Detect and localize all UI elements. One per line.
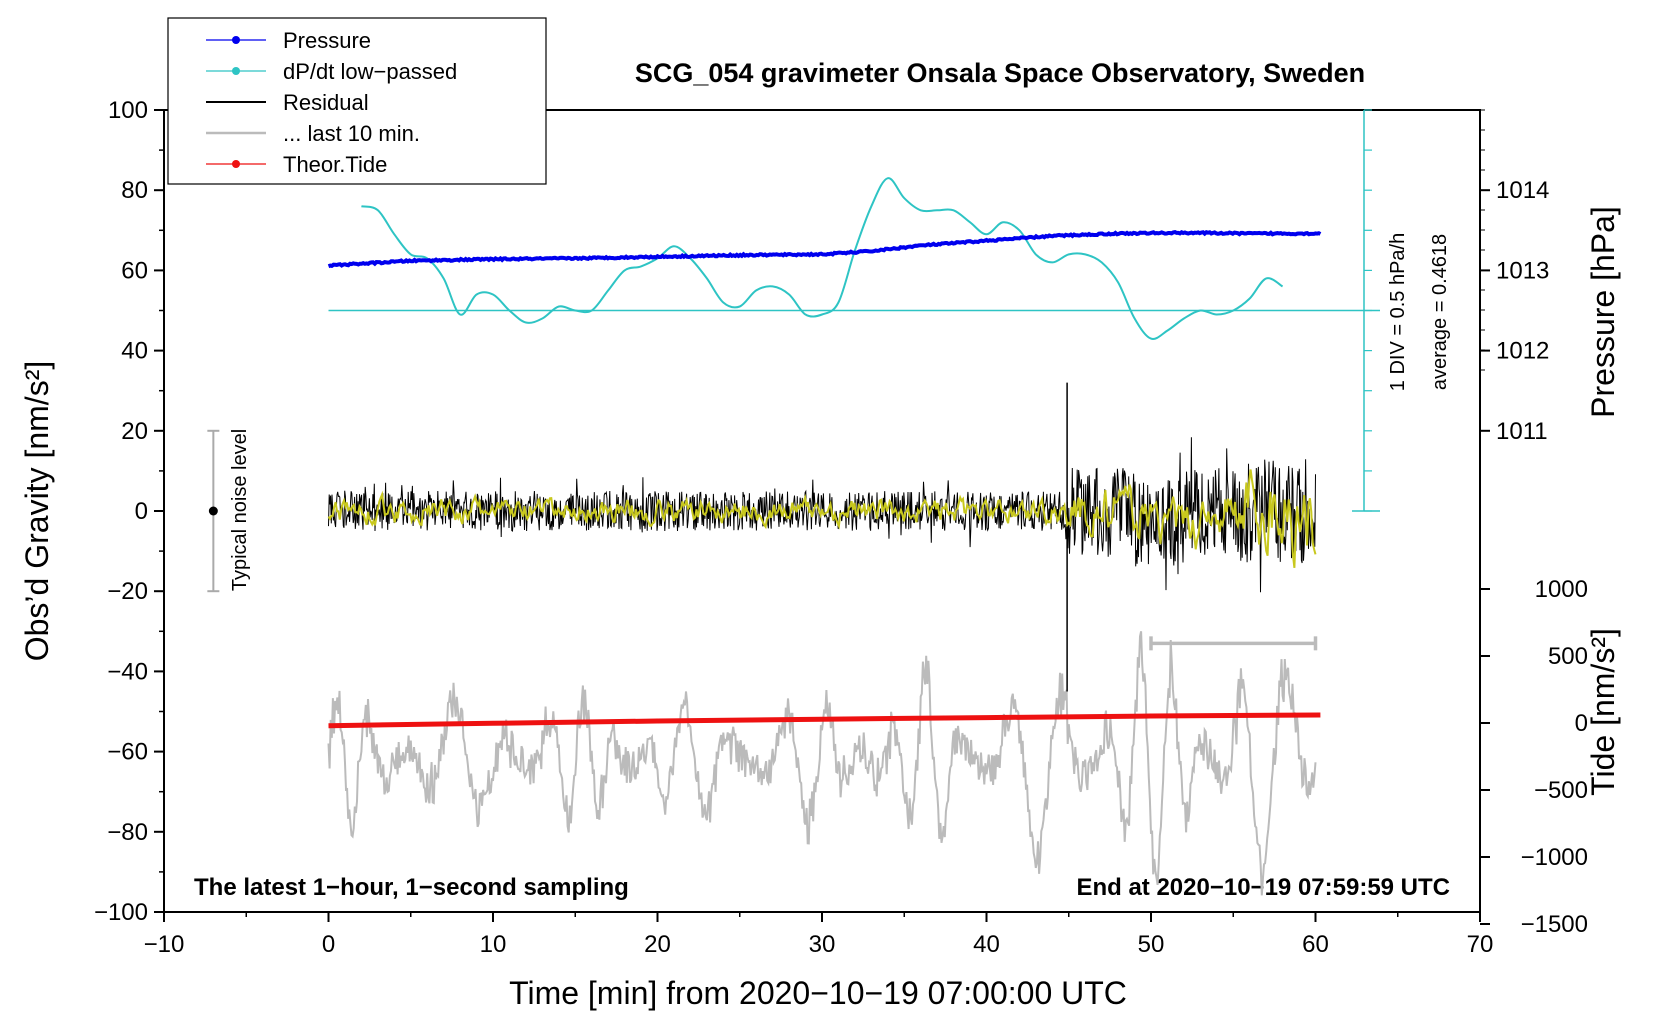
tide-tick-label-0: 1000	[1535, 576, 1588, 603]
x-tick-label-8: 70	[1467, 931, 1494, 958]
legend-label-last10: ... last 10 min.	[283, 121, 420, 146]
legend-label-residual: Residual	[283, 90, 369, 115]
pressure-tick-label-1: 1013	[1496, 257, 1549, 284]
x-tick-label-2: 10	[480, 931, 507, 958]
x-tick-label-1: 0	[322, 931, 335, 958]
x-tick-label-4: 30	[809, 931, 836, 958]
series-layer	[327, 177, 1322, 896]
pressure-tick-label-2: 1012	[1496, 338, 1549, 365]
legend-marker-pressure	[232, 36, 240, 44]
legend: Pressure dP/dt low−passed Residual ... l…	[167, 17, 547, 185]
y-tick-label-0: 100	[108, 97, 148, 124]
average-label: average = 0.4618	[1429, 234, 1451, 390]
chart-title: SCG_054 gravimeter Onsala Space Observat…	[635, 58, 1365, 88]
y-tick-label-7: −40	[107, 658, 148, 685]
pressure-tick-label-3: 1011	[1496, 418, 1548, 445]
y-tick-label-4: 20	[121, 418, 148, 445]
y-tick-label-5: 0	[135, 498, 148, 525]
extra-marks	[207, 109, 1380, 651]
x-tick-label-7: 60	[1302, 931, 1329, 958]
note-bottom-left: The latest 1−hour, 1−second sampling	[194, 874, 629, 901]
y-axis-title-pressure: Pressure [hPa]	[1585, 206, 1621, 418]
noise-center-dot	[208, 506, 218, 516]
legend-label-pressure: Pressure	[283, 28, 371, 53]
y-axis-title-tide: Tide [nm/s²]	[1585, 628, 1621, 796]
y-tick-label-9: −80	[107, 819, 148, 846]
x-tick-label-3: 20	[644, 931, 671, 958]
y-tick-label-1: 80	[121, 177, 148, 204]
tide-tick-label-5: −1500	[1521, 911, 1588, 938]
x-tick-label-6: 50	[1138, 931, 1165, 958]
series-dpdt-line	[361, 177, 1284, 340]
pressure-tick-label-0: 1014	[1496, 177, 1549, 204]
y-tick-label-2: 60	[121, 257, 148, 284]
tide-tick-label-3: −500	[1534, 777, 1588, 804]
div-label: 1 DIV = 0.5 hPa/h	[1387, 233, 1409, 391]
noise-level-label: Typical noise level	[229, 429, 251, 591]
legend-label-dpdt: dP/dt low−passed	[283, 59, 457, 84]
series-tide-line	[328, 712, 1321, 729]
x-tick-label-0: −10	[144, 931, 185, 958]
y-tick-label-6: −20	[107, 578, 148, 605]
x-axis-title: Time [min] from 2020−10−19 07:00:00 UTC	[509, 975, 1127, 1011]
y-tick-label-8: −60	[107, 739, 148, 766]
series-residual-smoothed-line	[327, 469, 1317, 569]
tide-tick-label-2: 0	[1575, 710, 1588, 737]
tide-tick-label-4: −1000	[1521, 844, 1588, 871]
tide-tick-label-1: 500	[1548, 643, 1588, 670]
legend-marker-tide	[232, 160, 240, 168]
y-axis-title-left: Obs’d Gravity [nm/s²]	[19, 361, 55, 662]
legend-label-tide: Theor.Tide	[283, 152, 387, 177]
axis-ticks: −10 0 10 20 30 40 50 60 70100806040200−20−40−60−…	[94, 97, 1588, 958]
series-last10-line	[327, 631, 1317, 896]
y-tick-label-10: −100	[94, 899, 148, 926]
series-pressure-line	[327, 229, 1322, 269]
y-tick-label-3: 40	[121, 338, 148, 365]
legend-marker-dpdt	[232, 67, 240, 75]
x-tick-label-5: 40	[973, 931, 1000, 958]
